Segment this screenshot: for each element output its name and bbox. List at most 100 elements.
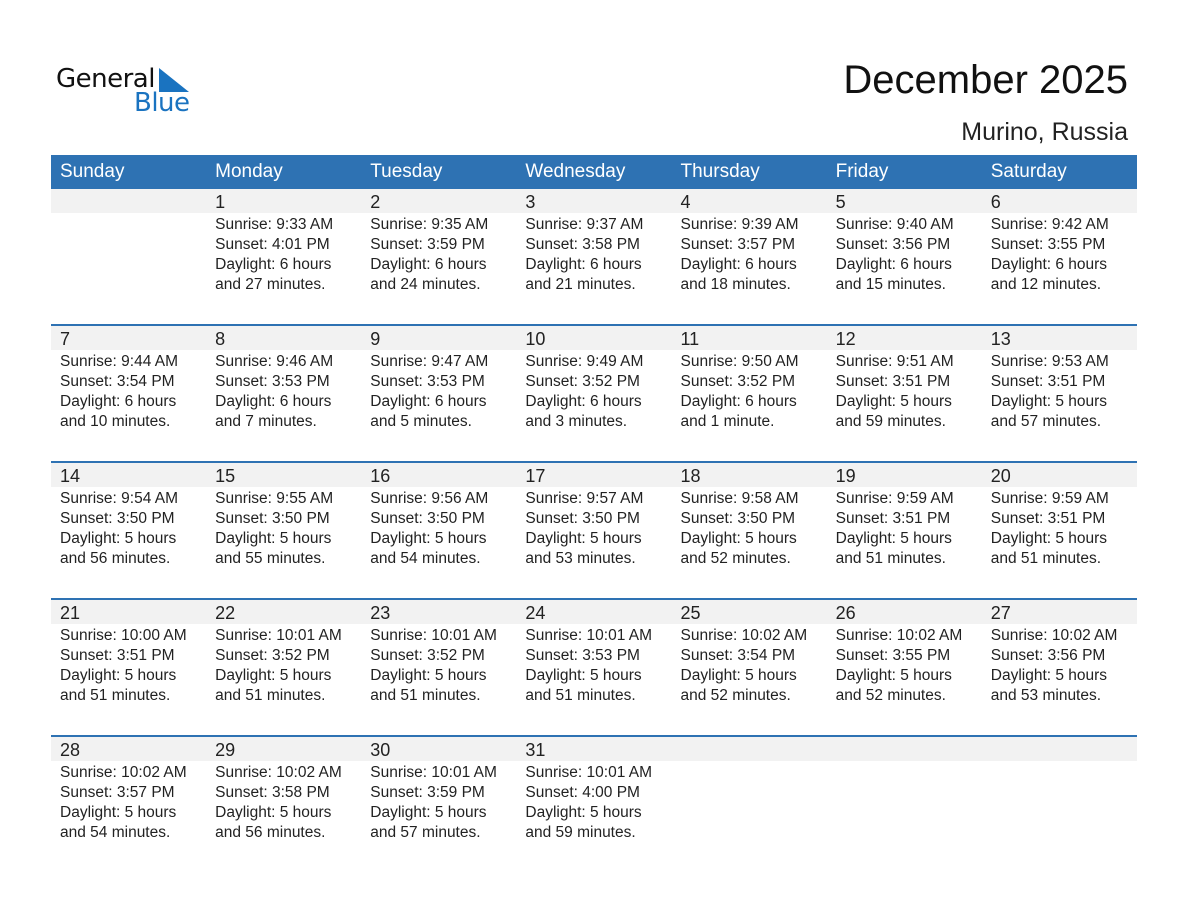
daylight-minutes-text: and 51 minutes. [215,687,326,704]
daylight-minutes-text: and 53 minutes. [990,687,1102,704]
day-cell: 19 Sunrise: 9:59 AM Sunset: 3:51 PM Dayligh… [827,463,982,569]
daylight-text: Daylight: 5 hours [525,667,642,684]
daylight-text: Daylight: 5 hours [60,804,177,821]
day-number: 21 [60,603,81,623]
daylight-text: Daylight: 5 hours [990,667,1108,684]
date-band [51,600,1137,624]
sunset-text: Sunset: 3:50 PM [680,510,796,527]
sunset-text: Sunset: 4:01 PM [215,236,330,253]
sunset-text: Sunset: 3:52 PM [680,373,796,390]
day-number: 31 [525,740,546,760]
daylight-text: Daylight: 5 hours [835,530,952,547]
daylight-text: Daylight: 6 hours [60,393,177,410]
day-cell: 11 Sunrise: 9:50 AM Sunset: 3:52 PM Dayligh… [672,326,827,432]
week-row: 14 Sunrise: 9:54 AM Sunset: 3:50 PM Dayligh… [51,461,1137,598]
daylight-text: Daylight: 5 hours [680,667,797,684]
daylight-text: Daylight: 5 hours [990,393,1108,410]
daylight-text: Daylight: 6 hours [525,256,642,273]
sunrise-text: Sunrise: 10:02 AM [60,764,187,781]
day-cell: 27 Sunrise: 10:02 AM Sunset: 3:56 PM Daylig… [982,600,1137,706]
sunset-text: Sunset: 3:53 PM [215,373,330,390]
daylight-minutes-text: and 59 minutes. [525,824,636,841]
sunrise-text: Sunrise: 9:44 AM [60,353,179,370]
weekday-monday: Monday [215,161,283,182]
date-band [51,463,1137,487]
weekday-tuesday: Tuesday [370,161,443,182]
day-cell: 28 Sunrise: 10:02 AM Sunset: 3:57 PM Daylig… [51,737,206,843]
day-number: 8 [215,329,226,349]
weekday-saturday: Saturday [990,161,1067,182]
day-number: 28 [60,740,81,760]
sunset-text: Sunset: 3:50 PM [525,510,640,527]
logo: General Blue [56,64,196,120]
daylight-text: Daylight: 5 hours [680,530,797,547]
daylight-text: Daylight: 6 hours [990,256,1108,273]
sunrise-text: Sunrise: 9:35 AM [370,216,489,233]
sunset-text: Sunset: 3:51 PM [60,647,175,664]
logo-triangle-icon [159,68,189,92]
day-cell [51,189,206,295]
daylight-text: Daylight: 6 hours [215,256,332,273]
sunrise-text: Sunrise: 10:02 AM [680,627,808,644]
sunset-text: Sunset: 3:50 PM [370,510,485,527]
sunrise-text: Sunrise: 9:57 AM [525,490,644,507]
daylight-text: Daylight: 6 hours [370,393,487,410]
sunset-text: Sunset: 3:52 PM [525,373,640,390]
day-number: 12 [835,329,856,349]
day-number: 7 [60,329,71,349]
sunset-text: Sunset: 3:51 PM [835,373,951,390]
page-title: December 2025 [843,58,1128,102]
day-cell: 16 Sunrise: 9:56 AM Sunset: 3:50 PM Dayligh… [361,463,516,569]
daylight-minutes-text: and 51 minutes. [370,687,481,704]
day-cell [827,737,982,843]
daylight-minutes-text: and 54 minutes. [60,824,171,841]
sunset-text: Sunset: 3:59 PM [370,236,485,253]
daylight-text: Daylight: 5 hours [215,667,332,684]
daylight-minutes-text: and 53 minutes. [525,550,636,567]
weekday-friday: Friday [835,161,889,182]
sunset-text: Sunset: 3:51 PM [835,510,951,527]
sunset-text: Sunset: 3:59 PM [370,784,485,801]
day-number: 26 [835,603,856,623]
sunset-text: Sunset: 3:55 PM [990,236,1106,253]
sunset-text: Sunset: 3:55 PM [835,647,951,664]
sunset-text: Sunset: 3:56 PM [990,647,1106,664]
daylight-text: Daylight: 5 hours [990,530,1108,547]
day-number: 6 [990,192,1001,212]
sunrise-text: Sunrise: 9:39 AM [680,216,799,233]
daylight-text: Daylight: 5 hours [525,804,642,821]
sunset-text: Sunset: 3:50 PM [60,510,175,527]
daylight-minutes-text: and 56 minutes. [215,824,326,841]
sunrise-text: Sunrise: 9:59 AM [835,490,954,507]
date-band [51,189,1137,213]
daylight-text: Daylight: 5 hours [370,804,487,821]
daylight-text: Daylight: 6 hours [680,256,797,273]
day-number: 30 [370,740,391,760]
day-cell: 24 Sunrise: 10:01 AM Sunset: 3:53 PM Daylig… [516,600,671,706]
sunset-text: Sunset: 3:58 PM [525,236,640,253]
day-number: 10 [525,329,546,349]
daylight-text: Daylight: 5 hours [370,530,487,547]
daylight-text: Daylight: 5 hours [60,667,177,684]
week-row: 21 Sunrise: 10:00 AM Sunset: 3:51 PM Daylig… [51,598,1137,735]
day-cell: 1 Sunrise: 9:33 AM Sunset: 4:01 PM Daylight… [206,189,361,295]
sunset-text: Sunset: 3:51 PM [990,373,1106,390]
location: Murino, Russia [961,118,1128,146]
daylight-minutes-text: and 57 minutes. [370,824,481,841]
day-cell: 23 Sunrise: 10:01 AM Sunset: 3:52 PM Daylig… [361,600,516,706]
day-number: 11 [680,329,700,349]
day-cell: 7 Sunrise: 9:44 AM Sunset: 3:54 PM Daylight… [51,326,206,432]
day-number: 14 [60,466,81,486]
day-number: 23 [370,603,391,623]
daylight-minutes-text: and 18 minutes. [680,276,791,293]
day-cell: 14 Sunrise: 9:54 AM Sunset: 3:50 PM Dayligh… [51,463,206,569]
daylight-minutes-text: and 57 minutes. [990,413,1102,430]
logo-blue-text: Blue [134,88,190,118]
daylight-minutes-text: and 7 minutes. [215,413,317,430]
daylight-minutes-text: and 52 minutes. [680,687,791,704]
daylight-text: Daylight: 5 hours [215,804,332,821]
daylight-minutes-text: and 52 minutes. [835,687,946,704]
daylight-minutes-text: and 21 minutes. [525,276,636,293]
day-cell: 20 Sunrise: 9:59 AM Sunset: 3:51 PM Dayligh… [982,463,1137,569]
